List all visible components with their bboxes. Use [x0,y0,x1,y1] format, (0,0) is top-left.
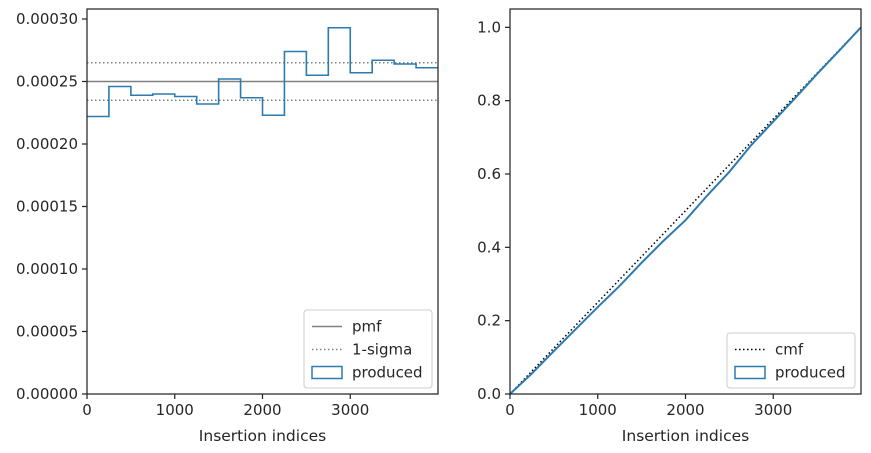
x-tick-label: 3000 [331,401,369,419]
y-tick-label: 0.6 [477,165,501,183]
y-tick-label: 0.00015 [16,198,78,216]
y-tick-label: 0.0 [477,385,501,403]
y-tick-label: 0.4 [477,238,501,256]
legend: pmf 1-sigma produced [303,309,433,389]
legend-produced-label: produced [352,364,423,382]
y-tick-label: 0.00000 [16,385,78,403]
left-panel-pmf: 0 1000 2000 3000 0.00000 0.00005 0.00010 0.0001… [16,8,439,445]
plot-area [87,26,438,118]
y-tick-label: 0.8 [477,92,501,110]
legend: cmf produced [726,332,856,389]
y-tick-label: 0.00005 [16,323,78,341]
y-tick-label: 0.2 [477,312,501,330]
y-tick-label: 0.00010 [16,260,78,278]
legend-box [726,332,856,389]
x-tick-label: 2000 [666,401,704,419]
x-tick-label: 1000 [579,401,617,419]
x-tick-label: 2000 [243,401,281,419]
legend-sigma: 1-sigma [312,341,412,359]
x-tick-label: 3000 [754,401,792,419]
legend-produced-swatch [311,365,343,380]
x-axis-label: Insertion indices [199,427,326,445]
legend-box [303,309,433,389]
legend-produced: produced [311,364,423,382]
y-tick-label: 0.00020 [16,135,78,153]
produced-cumulative-line [510,26,861,394]
x-tick-label: 0 [82,401,92,419]
x-tick-label: 0 [505,401,515,419]
legend-cmf-label: cmf [775,341,804,359]
y-tick-label: 0.00030 [16,10,78,28]
legend-cmf: cmf [735,341,804,359]
legend-produced-swatch [734,365,766,380]
right-panel-cmf: 0 1000 2000 3000 0.0 0.2 0.4 0.6 0.8 1.0 Insertion… [477,8,862,445]
plot-area [510,26,861,394]
x-tick-label: 1000 [156,401,194,419]
legend-pmf: pmf [312,318,382,336]
legend-pmf-label: pmf [352,318,382,336]
y-tick-label: 1.0 [477,18,501,36]
x-axis-label: Insertion indices [622,427,749,445]
y-tick-label: 0.00025 [16,73,78,91]
cmf-line [510,26,861,394]
legend-produced: produced [734,364,846,382]
legend-produced-label: produced [775,364,846,382]
legend-sigma-label: 1-sigma [352,341,412,359]
produced-histogram [87,26,438,118]
